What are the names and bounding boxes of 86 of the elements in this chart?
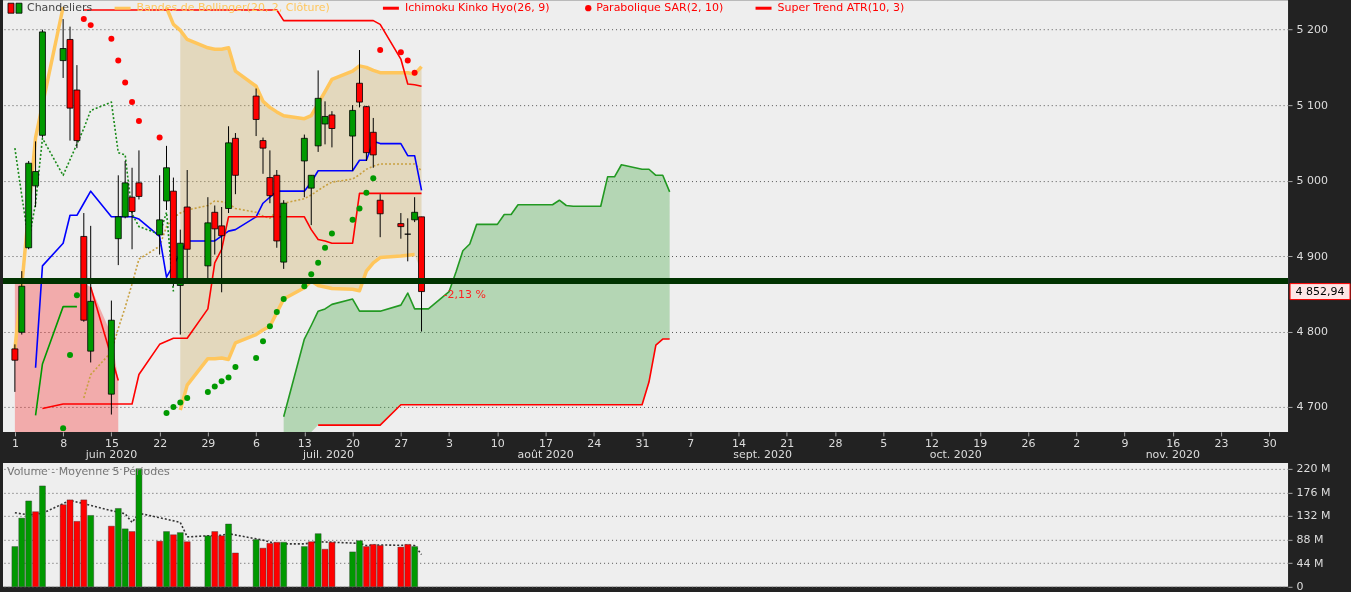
x-tick-label: 8 (60, 437, 68, 451)
point (156, 134, 163, 141)
y-tick-label: 4 900 (1296, 249, 1328, 263)
y-tick-label: 4 800 (1296, 325, 1328, 339)
candlestick (252, 88, 260, 137)
point (204, 388, 211, 395)
y-tick-label: 176 M (1296, 485, 1331, 499)
point (218, 378, 225, 385)
y-tick-label: 5 100 (1296, 98, 1328, 112)
legend-label: Ichimoku Kinko Hyo(26, 9) (404, 1, 550, 15)
point (135, 117, 142, 124)
point (163, 410, 170, 417)
point (260, 338, 266, 345)
x-tick-label: 28 (828, 437, 843, 451)
point (225, 374, 232, 381)
point (404, 57, 411, 64)
y-tick-label: 220 M (1296, 462, 1331, 476)
point (184, 394, 191, 401)
point (80, 16, 87, 23)
candlestick (397, 212, 405, 240)
point (308, 271, 315, 278)
legend-label: Super Trend ATR(10, 3) (777, 1, 905, 15)
legend-label: Parabolique SAR(2, 10) (596, 1, 724, 15)
y-tick-label: 88 M (1296, 533, 1324, 547)
x-tick-label: 10 (490, 437, 505, 451)
x-tick-label: 5 (880, 437, 888, 451)
x-tick-label: 26 (1021, 437, 1036, 451)
point (349, 216, 356, 223)
point (87, 22, 94, 29)
point (67, 351, 74, 358)
x-tick-label: 1 (11, 437, 19, 451)
point (177, 399, 184, 406)
point (363, 189, 370, 196)
x-tick-label: 3 (446, 437, 454, 451)
candlestick (307, 174, 315, 226)
line-series (83, 163, 423, 399)
x-tick-label: 29 (201, 437, 216, 451)
point (232, 364, 239, 370)
line-series (14, 101, 175, 293)
point (122, 79, 129, 86)
point (170, 404, 177, 410)
legend-label: Chandeliers (26, 1, 93, 15)
x-tick-label: 30 (1262, 437, 1277, 451)
point (328, 230, 335, 237)
x-tick-label: 31 (635, 437, 650, 451)
point (253, 354, 260, 361)
y-tick-label: 5 200 (1296, 23, 1328, 37)
x-tick-label: 2 (1073, 437, 1081, 451)
x-tick-label: 6 (253, 437, 261, 451)
point (129, 99, 136, 106)
y-tick-label: 5 000 (1296, 174, 1328, 188)
x-tick-label: 27 (394, 437, 409, 451)
point (266, 323, 273, 330)
x-tick-label: 22 (153, 437, 168, 451)
x-tick-label: 7 (687, 437, 695, 451)
y-tick-label: 44 M (1296, 556, 1324, 570)
candlestick (259, 137, 267, 175)
point (322, 244, 329, 251)
point (273, 308, 280, 315)
point (315, 259, 322, 266)
line-series (178, 252, 417, 412)
point (60, 425, 67, 432)
point (377, 47, 384, 54)
point (73, 292, 80, 299)
point (108, 35, 115, 42)
point (397, 49, 404, 56)
x-tick-label: 9 (1121, 437, 1129, 451)
text: 4 852,94 (1295, 284, 1345, 298)
point (356, 205, 363, 212)
y-tick-label: 0 (1296, 580, 1304, 594)
point (115, 57, 122, 64)
candlestick (156, 174, 164, 256)
y-tick-label: 4 700 (1296, 400, 1328, 414)
line-series (34, 140, 423, 369)
candlestick (11, 343, 19, 393)
candlestick (356, 49, 363, 108)
annotation: -2,13 % (443, 287, 486, 301)
point (280, 296, 287, 303)
candlestick (300, 134, 308, 198)
x-tick-label: 23 (1214, 437, 1229, 451)
point (370, 175, 377, 182)
point (301, 283, 308, 290)
y-tick-label: 132 M (1296, 509, 1331, 523)
x-tick-label: 24 (587, 437, 602, 451)
point (411, 69, 418, 76)
point (211, 383, 218, 390)
